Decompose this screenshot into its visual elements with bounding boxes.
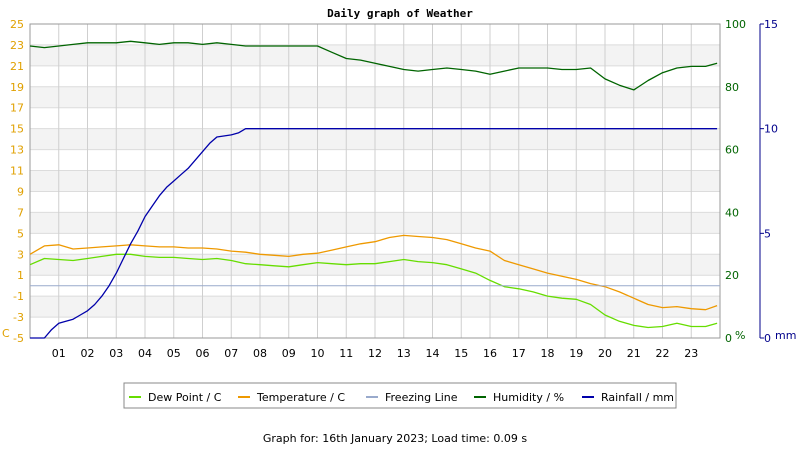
x-tick-label: 04 <box>138 347 152 360</box>
x-tick-label: 07 <box>224 347 238 360</box>
mid-axis-unit: % <box>735 329 745 342</box>
series-line-humidity <box>29 40 718 91</box>
legend-label: Freezing Line <box>385 391 458 404</box>
right-tick-label: 5 <box>764 227 771 240</box>
right-tick-label: 10 <box>764 123 778 136</box>
x-tick-label: 15 <box>454 347 468 360</box>
left-tick-label: 19 <box>10 81 24 94</box>
x-tick-label: 03 <box>109 347 123 360</box>
mid-tick-label: 0 <box>725 332 732 345</box>
left-tick-label: -3 <box>13 311 24 324</box>
left-tick-label: 23 <box>10 39 24 52</box>
series-line-rainfall-mm <box>30 128 718 339</box>
left-tick-label: 25 <box>10 18 24 31</box>
mid-tick-label: 80 <box>725 81 739 94</box>
right-axis-unit: mm <box>775 329 796 342</box>
left-tick-label: 1 <box>17 269 24 282</box>
left-tick-label: -5 <box>13 332 24 345</box>
footer-status: Graph for: 16th January 2023; Load time:… <box>263 432 527 445</box>
legend-label: Humidity / % <box>493 391 564 404</box>
x-tick-label: 17 <box>512 347 526 360</box>
x-tick-label: 12 <box>368 347 382 360</box>
left-tick-label: 13 <box>10 144 24 157</box>
left-tick-label: 5 <box>17 227 24 240</box>
left-tick-label: 11 <box>10 165 24 178</box>
x-tick-label: 16 <box>483 347 497 360</box>
x-tick-label: 13 <box>397 347 411 360</box>
legend-label: Rainfall / mm <box>601 391 674 404</box>
plot-axes: 01 02 03 04 05 06 07 08 09 10 11 12 13 14 15 16 17 18 19 20… <box>2 18 796 360</box>
chart-legend: Dew Point / C Temperature / C Freezing Lin… <box>129 391 674 404</box>
x-tick-label: 14 <box>426 347 440 360</box>
legend-label: Temperature / C <box>256 391 345 404</box>
right-tick-label: 15 <box>764 18 778 31</box>
plot-frame <box>29 23 721 339</box>
legend-label: Dew Point / C <box>148 391 222 404</box>
x-tick-label: 08 <box>253 347 267 360</box>
left-tick-label: 15 <box>10 123 24 136</box>
legend-box <box>123 382 677 409</box>
x-tick-label: 22 <box>656 347 670 360</box>
x-tick-label: 23 <box>684 347 698 360</box>
left-tick-label: 9 <box>17 185 24 198</box>
left-tick-label: 7 <box>17 206 24 219</box>
x-tick-label: 20 <box>598 347 612 360</box>
left-axis-unit: C <box>2 327 10 340</box>
mid-tick-label: 20 <box>725 269 739 282</box>
x-tick-label: 11 <box>339 347 353 360</box>
chart-title: Daily graph of Weather <box>327 7 473 20</box>
mid-tick-label: 60 <box>725 144 739 157</box>
series-line-dew-point-c <box>29 253 718 329</box>
series-line-temperature-c <box>29 234 718 311</box>
x-tick-label: 05 <box>167 347 181 360</box>
x-tick-label: 02 <box>81 347 95 360</box>
plot-series <box>29 40 720 339</box>
x-tick-label: 06 <box>196 347 210 360</box>
mid-tick-label: 40 <box>725 206 739 219</box>
x-tick-label: 18 <box>541 347 555 360</box>
left-tick-label: 21 <box>10 60 24 73</box>
x-tick-label: 01 <box>52 347 66 360</box>
right-tick-label: 0 <box>764 332 771 345</box>
left-tick-label: 3 <box>17 248 24 261</box>
x-tick-label: 19 <box>569 347 583 360</box>
left-tick-label: 17 <box>10 102 24 115</box>
x-tick-label: 10 <box>311 347 325 360</box>
mid-tick-label: 100 <box>725 18 746 31</box>
x-tick-label: 21 <box>627 347 641 360</box>
x-tick-label: 09 <box>282 347 296 360</box>
left-tick-label: -1 <box>13 290 24 303</box>
